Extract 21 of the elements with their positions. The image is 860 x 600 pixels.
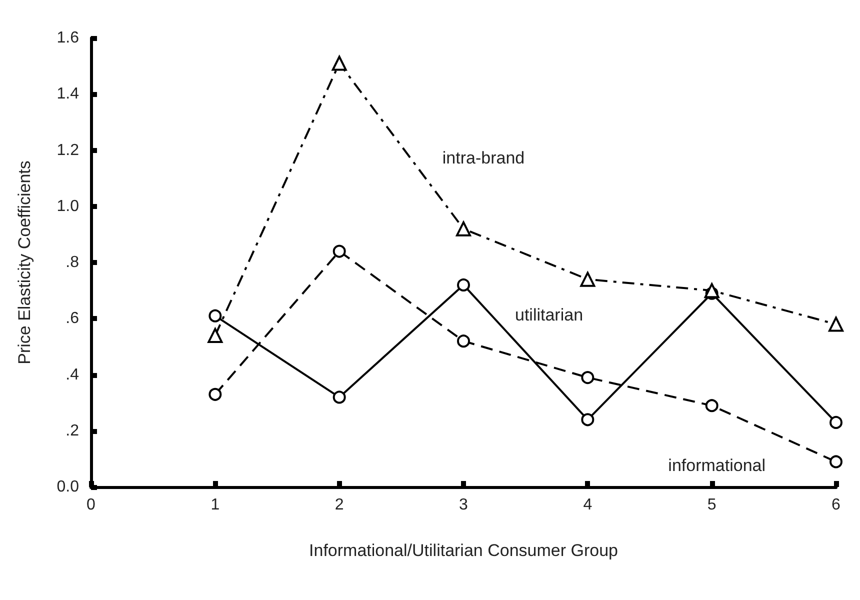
x-tick-label: 4 xyxy=(583,496,592,514)
y-tick-label: .2 xyxy=(66,422,80,440)
x-tick-label: 0 xyxy=(86,496,96,514)
y-tick-label: 0.0 xyxy=(56,478,80,496)
y-tick-label: .6 xyxy=(66,310,80,328)
y-tick-label: 1.4 xyxy=(56,86,80,103)
x-tick-label: 3 xyxy=(459,496,468,514)
x-tick-label: 6 xyxy=(832,496,841,514)
series-label: utilitarian xyxy=(515,305,584,324)
x-tick-label: 2 xyxy=(334,496,344,514)
series-label: informational xyxy=(668,456,766,476)
series-label: intra-brand xyxy=(442,148,525,168)
y-tick-label: 1.6 xyxy=(56,30,80,46)
y-tick-label: .8 xyxy=(66,254,80,271)
y-tick-label: .4 xyxy=(66,366,80,384)
y-tick-label: 1.2 xyxy=(56,142,80,159)
x-axis-title: Informational/Utilitarian Consumer Group xyxy=(309,541,618,560)
y-tick-label: 1.0 xyxy=(56,198,80,215)
x-tick-label: 5 xyxy=(707,496,716,514)
y-axis-title: Price Elasticity Coefficients xyxy=(15,160,34,364)
x-tick-label: 1 xyxy=(210,496,220,514)
